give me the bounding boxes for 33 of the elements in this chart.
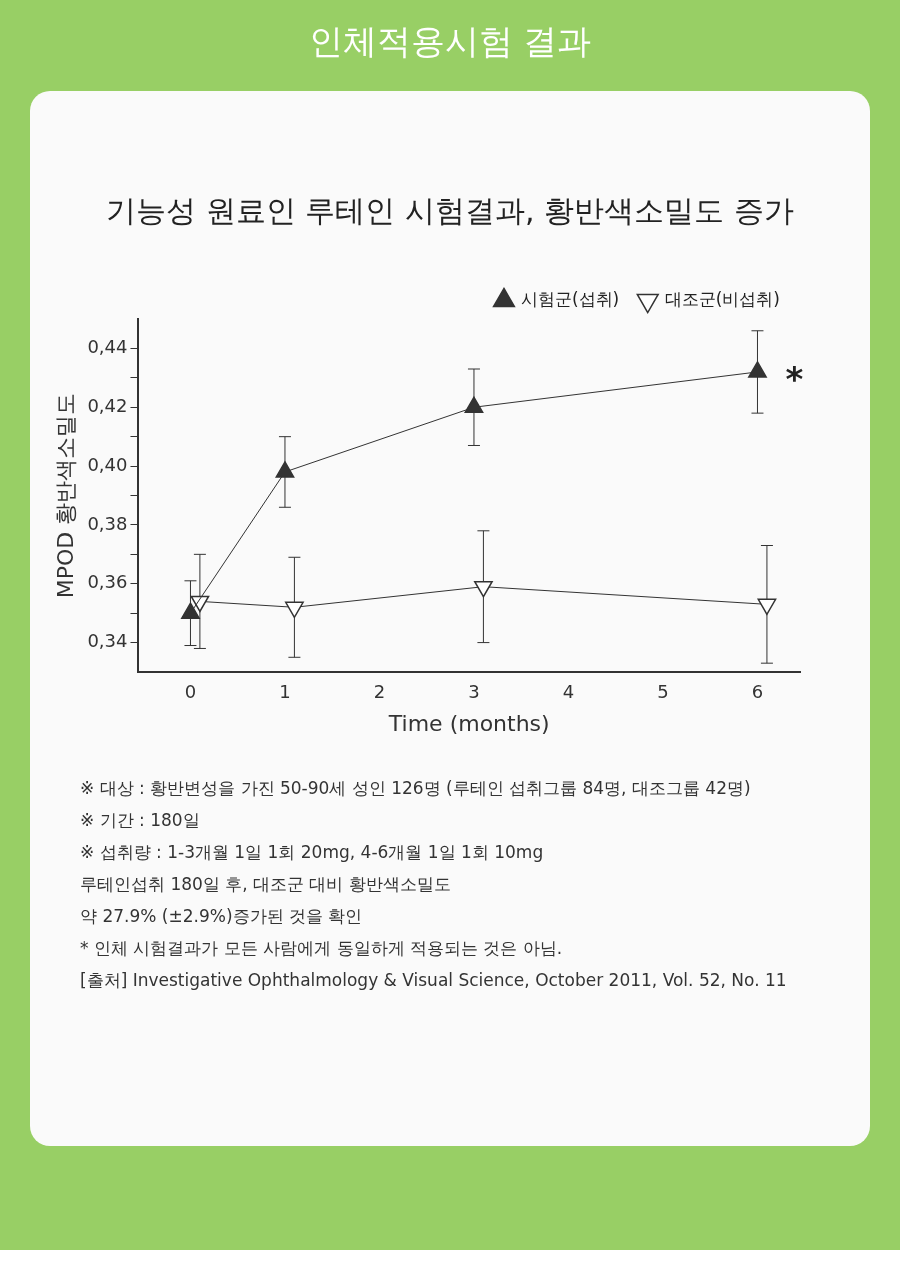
text: ※ 대상 : 황반변성을 가진 50-90세 성인 126명 (루테인 섭취그룹 84명, 대조그룹 42명) bbox=[80, 777, 752, 800]
x-tick-label: 3 bbox=[468, 681, 480, 703]
x-tick-label: 5 bbox=[657, 681, 669, 703]
text: ※ 기간 : 180일 bbox=[80, 809, 201, 832]
y-tick-label: 0,36 bbox=[87, 571, 128, 593]
point bbox=[464, 396, 484, 413]
y-tick-label: 0,40 bbox=[87, 453, 128, 475]
point bbox=[757, 598, 777, 616]
chart-subtitle: 기능성 원료인 루테인 시험결과, 황반색소밀도 증가 bbox=[105, 192, 795, 230]
y-tick-label: 0,42 bbox=[87, 394, 128, 416]
text: ※ 섭취량 : 1-3개월 1일 1회 20mg, 4-6개월 1일 1회 10mg bbox=[80, 841, 545, 864]
x-tick-label: 4 bbox=[562, 681, 575, 703]
x-tick-label: 0 bbox=[184, 681, 197, 703]
text: [출처] Investigative Ophthalmology & Visual Science, October 2011, Vol. 52, No. 11 bbox=[80, 969, 788, 992]
x-tick-label: 6 bbox=[751, 681, 764, 703]
x-axis-title: Time (months) bbox=[387, 710, 550, 736]
legend-label: 대조군(비섭취) bbox=[664, 288, 780, 309]
text: 루테인섭취 180일 후, 대조군 대비 황반색소밀도 bbox=[80, 873, 452, 896]
text: * 인체 시험결과가 모든 사람에게 동일하게 적용되는 것은 아님. bbox=[80, 937, 564, 960]
annotation: * bbox=[785, 358, 804, 399]
y-tick-label: 0,44 bbox=[87, 336, 128, 358]
text: 약 27.9% (±2.9%)증가된 것을 확인 bbox=[80, 905, 364, 928]
point bbox=[285, 601, 304, 619]
point bbox=[748, 361, 767, 378]
y-tick-label: 0,34 bbox=[87, 630, 128, 652]
x-tick-label: 1 bbox=[279, 681, 291, 703]
chart-title: 인체적용시험 결과 bbox=[307, 20, 593, 63]
legend-label: 시험군(섭취) bbox=[520, 288, 620, 309]
x-tick-label: 2 bbox=[373, 681, 386, 703]
y-tick-label: 0,38 bbox=[87, 512, 128, 534]
point bbox=[474, 580, 493, 598]
point bbox=[275, 461, 295, 478]
y-axis-title: MPOD 황반색소밀도 bbox=[52, 392, 78, 599]
